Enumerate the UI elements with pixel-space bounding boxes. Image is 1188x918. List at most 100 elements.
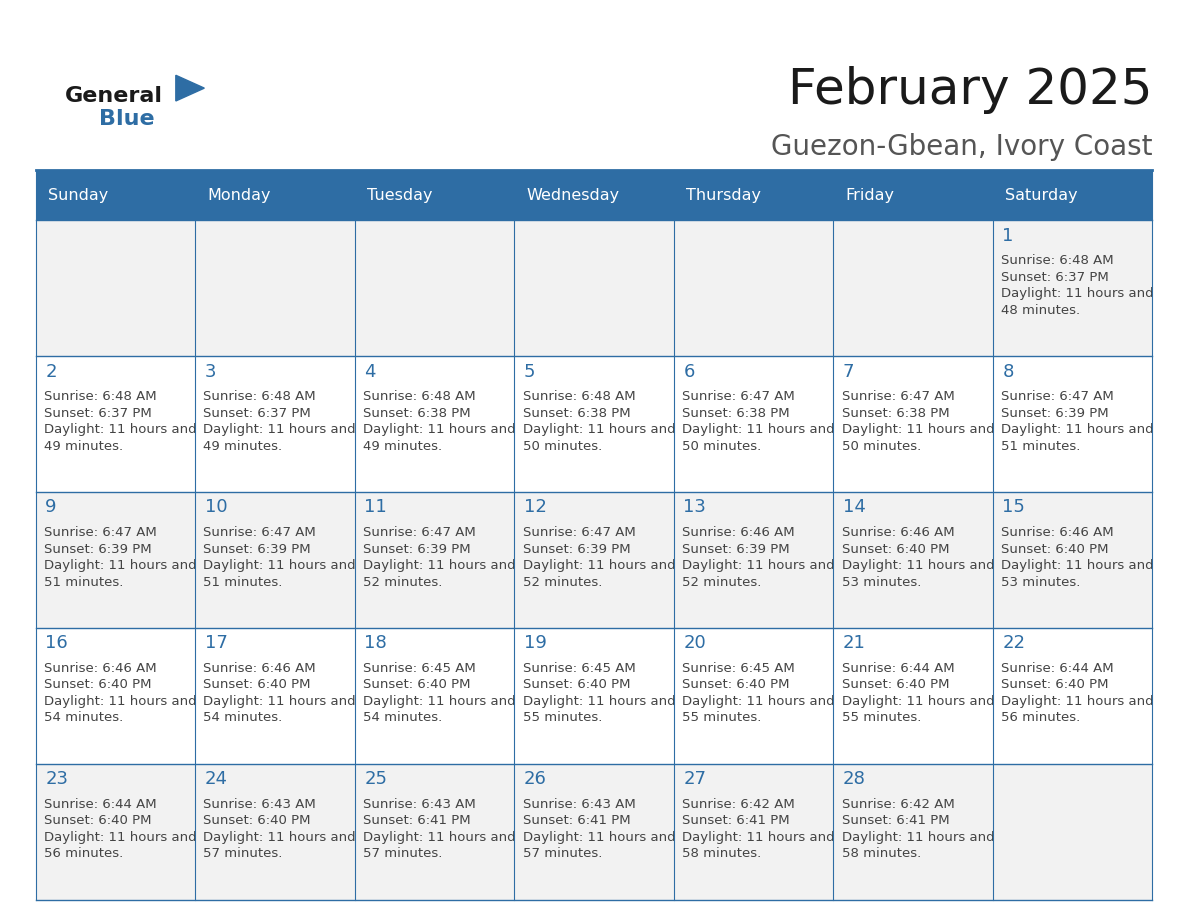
Text: Sunrise: 6:44 AM: Sunrise: 6:44 AM [1001,662,1114,675]
Text: 22: 22 [1003,634,1025,653]
Bar [355,764,514,900]
Bar [355,220,514,356]
Text: 54 minutes.: 54 minutes. [44,711,124,724]
Text: Daylight: 11 hours and: Daylight: 11 hours and [203,695,356,708]
Text: 3: 3 [204,363,216,381]
Bar [833,628,993,764]
Bar [36,764,195,900]
Bar [36,356,195,492]
Polygon shape [176,75,204,101]
Bar [993,492,1152,628]
Text: 20: 20 [683,634,706,653]
Text: Sunrise: 6:45 AM: Sunrise: 6:45 AM [364,662,475,675]
Text: 26: 26 [524,770,546,789]
Bar [514,764,674,900]
Text: Sunrise: 6:48 AM: Sunrise: 6:48 AM [364,390,475,403]
Text: 51 minutes.: 51 minutes. [44,576,124,588]
Text: Sunset: 6:40 PM: Sunset: 6:40 PM [841,543,949,555]
Bar [993,628,1152,764]
Text: 50 minutes.: 50 minutes. [523,440,602,453]
Text: Sunset: 6:41 PM: Sunset: 6:41 PM [364,814,470,827]
Text: Tuesday: Tuesday [367,187,432,203]
Text: 56 minutes.: 56 minutes. [44,847,124,860]
Text: General: General [65,85,163,106]
Text: 56 minutes.: 56 minutes. [1001,711,1080,724]
Text: Sunrise: 6:47 AM: Sunrise: 6:47 AM [682,390,795,403]
Text: 50 minutes.: 50 minutes. [682,440,762,453]
Text: 48 minutes.: 48 minutes. [1001,304,1080,317]
Text: Sunrise: 6:47 AM: Sunrise: 6:47 AM [44,526,157,539]
Text: 54 minutes.: 54 minutes. [203,711,283,724]
Bar [355,356,514,492]
Text: Sunset: 6:39 PM: Sunset: 6:39 PM [364,543,470,555]
Text: 53 minutes.: 53 minutes. [1001,576,1081,588]
Text: Sunset: 6:40 PM: Sunset: 6:40 PM [682,678,790,691]
Text: Sunset: 6:37 PM: Sunset: 6:37 PM [1001,271,1108,284]
Text: Sunset: 6:39 PM: Sunset: 6:39 PM [523,543,630,555]
Text: Daylight: 11 hours and: Daylight: 11 hours and [44,695,196,708]
Text: Sunrise: 6:46 AM: Sunrise: 6:46 AM [1001,526,1114,539]
Text: Sunset: 6:38 PM: Sunset: 6:38 PM [682,407,790,420]
Text: Sunrise: 6:47 AM: Sunrise: 6:47 AM [523,526,636,539]
Text: Sunset: 6:40 PM: Sunset: 6:40 PM [1001,543,1108,555]
Bar [674,628,833,764]
Text: 49 minutes.: 49 minutes. [364,440,442,453]
Bar [36,220,195,356]
Text: Sunrise: 6:47 AM: Sunrise: 6:47 AM [1001,390,1114,403]
Bar [833,764,993,900]
Text: Daylight: 11 hours and: Daylight: 11 hours and [523,695,675,708]
Text: 11: 11 [365,498,387,517]
Text: 7: 7 [842,363,854,381]
Bar [674,356,833,492]
Bar [674,492,833,628]
Text: Sunrise: 6:44 AM: Sunrise: 6:44 AM [44,798,157,811]
Text: 52 minutes.: 52 minutes. [364,576,442,588]
Text: 10: 10 [204,498,227,517]
Text: Sunrise: 6:46 AM: Sunrise: 6:46 AM [44,662,157,675]
Text: Sunrise: 6:46 AM: Sunrise: 6:46 AM [841,526,954,539]
Text: 8: 8 [1003,363,1013,381]
Text: Sunset: 6:40 PM: Sunset: 6:40 PM [203,814,311,827]
Text: Daylight: 11 hours and: Daylight: 11 hours and [364,423,516,436]
Text: 16: 16 [45,634,68,653]
Bar [195,628,355,764]
Text: 14: 14 [842,498,866,517]
Text: 2: 2 [45,363,57,381]
Bar [833,492,993,628]
Text: Saturday: Saturday [1005,187,1078,203]
Bar [514,628,674,764]
Bar [36,628,195,764]
Text: 27: 27 [683,770,707,789]
Text: Daylight: 11 hours and: Daylight: 11 hours and [682,559,835,572]
Bar [993,356,1152,492]
Text: Sunset: 6:40 PM: Sunset: 6:40 PM [203,678,311,691]
Text: 49 minutes.: 49 minutes. [203,440,283,453]
Text: 53 minutes.: 53 minutes. [841,576,921,588]
Text: 57 minutes.: 57 minutes. [364,847,442,860]
Text: Sunset: 6:40 PM: Sunset: 6:40 PM [44,814,151,827]
Text: Sunrise: 6:45 AM: Sunrise: 6:45 AM [523,662,636,675]
Text: 4: 4 [365,363,375,381]
Text: 28: 28 [842,770,866,789]
Text: Sunset: 6:37 PM: Sunset: 6:37 PM [44,407,152,420]
Text: Friday: Friday [845,187,895,203]
Text: Wednesday: Wednesday [526,187,619,203]
Text: Daylight: 11 hours and: Daylight: 11 hours and [44,831,196,844]
Text: Sunrise: 6:48 AM: Sunrise: 6:48 AM [203,390,316,403]
Text: Sunrise: 6:48 AM: Sunrise: 6:48 AM [1001,254,1114,267]
Text: 55 minutes.: 55 minutes. [523,711,602,724]
Text: Monday: Monday [207,187,271,203]
Bar [993,764,1152,900]
Text: Sunset: 6:39 PM: Sunset: 6:39 PM [203,543,311,555]
Bar [355,628,514,764]
Text: February 2025: February 2025 [788,66,1152,114]
Text: 58 minutes.: 58 minutes. [841,847,921,860]
Text: 24: 24 [204,770,228,789]
Bar [514,356,674,492]
Text: Daylight: 11 hours and: Daylight: 11 hours and [841,831,994,844]
Text: Daylight: 11 hours and: Daylight: 11 hours and [364,695,516,708]
Text: Daylight: 11 hours and: Daylight: 11 hours and [203,559,356,572]
Text: Sunset: 6:39 PM: Sunset: 6:39 PM [44,543,152,555]
Text: Sunset: 6:41 PM: Sunset: 6:41 PM [682,814,790,827]
Bar [674,220,833,356]
